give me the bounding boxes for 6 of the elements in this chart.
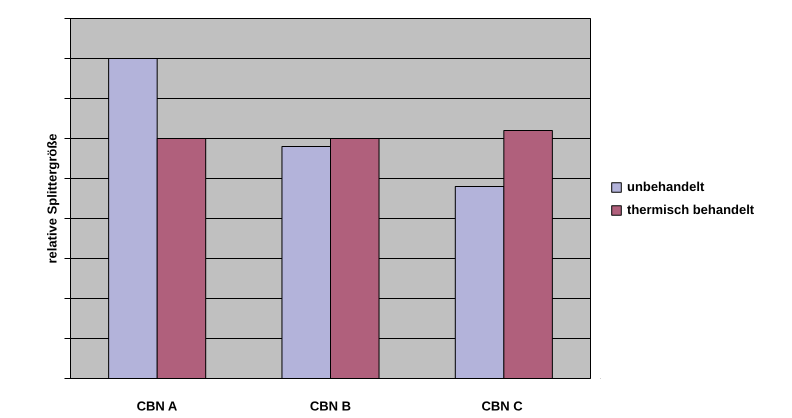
x-tick-label: CBN A — [136, 398, 178, 414]
x-tick-label: CBN C — [481, 398, 524, 414]
x-tick-label: CBN B — [310, 398, 352, 414]
legend-label: unbehandelt — [627, 179, 704, 194]
y-axis-title: relative Splittergröße — [44, 133, 60, 264]
legend-label: thermisch behandelt — [627, 202, 754, 217]
